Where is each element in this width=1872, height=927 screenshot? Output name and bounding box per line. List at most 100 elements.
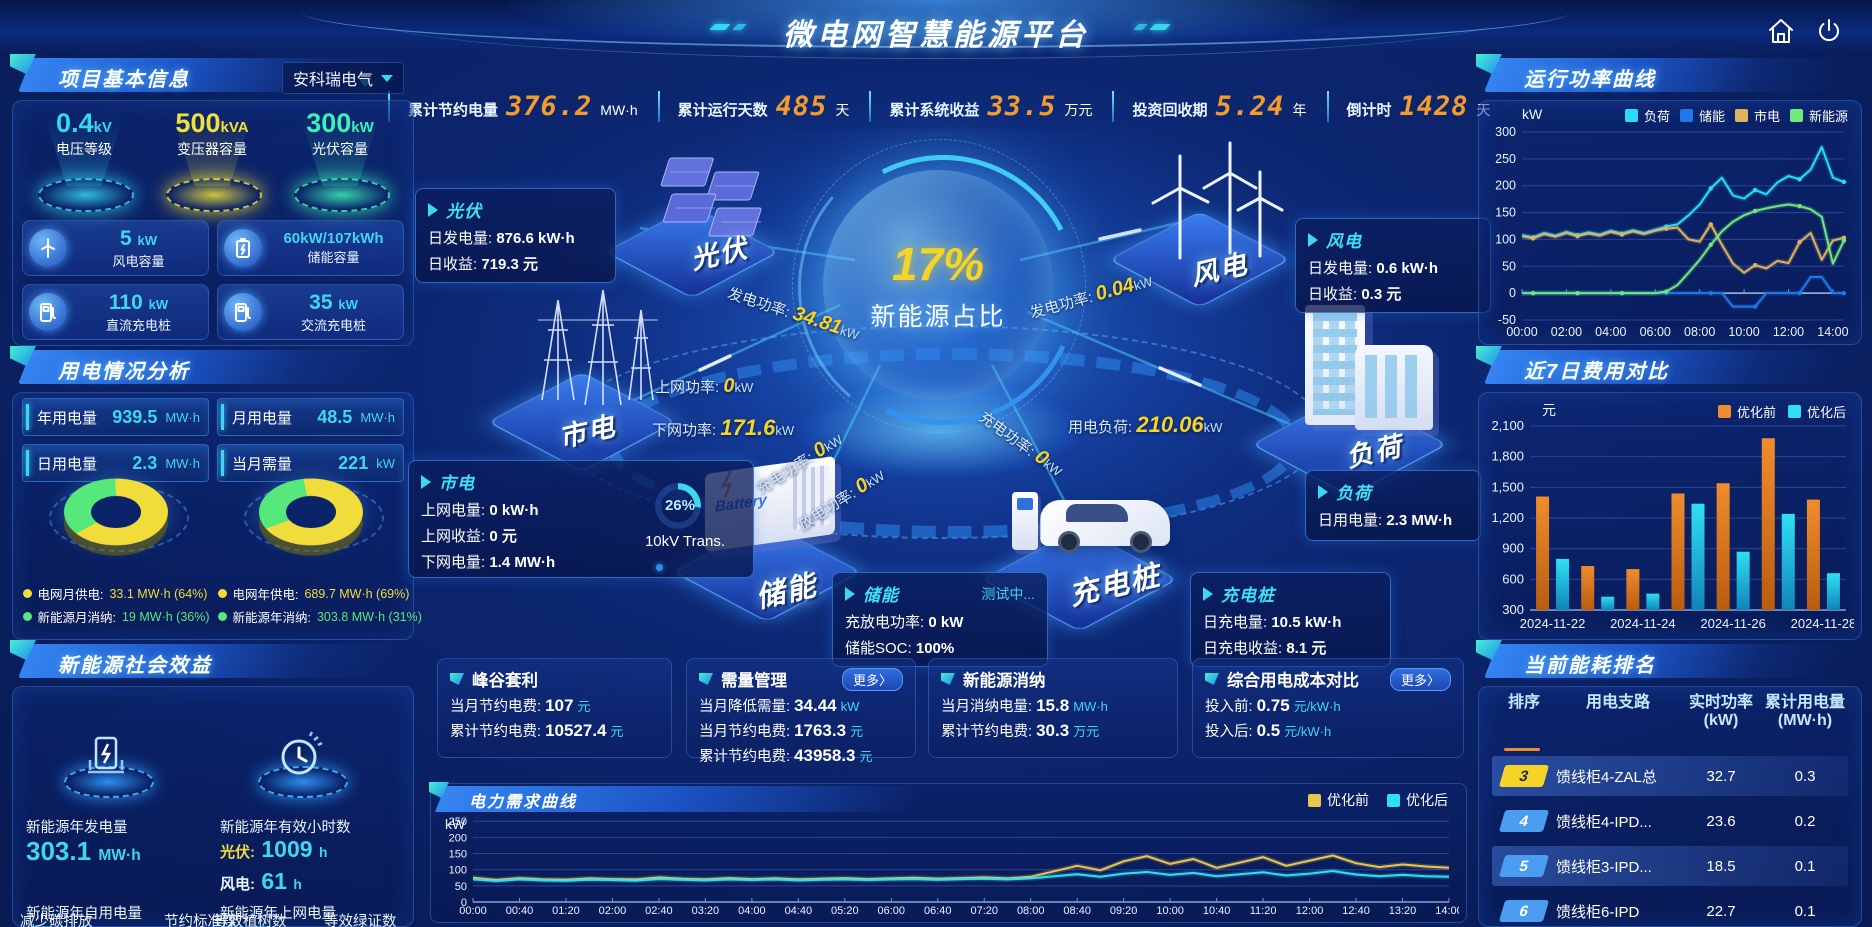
pedestal-disc [166,178,262,212]
svg-text:150: 150 [449,849,467,861]
svg-text:00:40: 00:40 [506,905,534,917]
rank-badge: 6 [1498,900,1550,922]
realtime-power: 22.7 [1706,902,1736,920]
panel-energy-ranking: 当前能耗排名 排序 用电支路 实时功率 (kW) 累计用电量 (MW·h) 3 馈线柜… [1476,640,1862,927]
svg-text:2024-11-26: 2024-11-26 [1700,616,1766,631]
y-axis-label: kW [1522,106,1543,122]
benefit-row: 累计节约电费: 10527.4 元 [450,721,624,740]
card-cost-compare: 综合用电成本对比 更多〉 投入前: 0.75 元/kW·h 投入后: 0.5 元/… [1192,658,1464,758]
svg-text:1,500: 1,500 [1491,479,1524,494]
donut-chart-year [258,478,363,546]
svg-text:11:20: 11:20 [1250,905,1277,917]
arrow-icon [845,586,855,601]
svg-text:1,200: 1,200 [1491,510,1524,525]
svg-text:2,100: 2,100 [1491,420,1524,433]
panel-title: 电力需求曲线 [469,794,578,811]
benefit-row: 投入后: 0.5 元/kW·h [1205,721,1332,740]
svg-text:12:00: 12:00 [1773,325,1804,339]
svg-text:04:00: 04:00 [738,905,766,917]
grid-info-box: 市电 上网电量: 0 kW·h 上网收益: 0 元 下网电量: 1.4 MW·h… [408,460,754,578]
pv-hours: 光伏: 1009 h [220,836,328,862]
self-use-label: 新能源年自用电量 [26,906,142,922]
legend-item: 储能 [1679,106,1725,125]
svg-text:100: 100 [1495,232,1516,246]
svg-text:10:40: 10:40 [1203,905,1231,917]
rank-badge: 4 [1498,810,1550,832]
total-energy: 0.1 [1794,902,1816,920]
benefit-row: 投入前: 0.75 元/kW·h [1205,696,1341,715]
company-dropdown[interactable]: 安科瑞电气 [281,62,404,94]
table-row[interactable]: 4 馈线柜4-IPD... 23.6 0.2 [1492,801,1848,841]
rank-badge: 3 [1498,765,1550,787]
svg-text:02:00: 02:00 [599,905,627,917]
more-button[interactable]: 更多〉 [1389,667,1451,691]
arrow-icon [1308,232,1318,247]
kpi-run-days: 累计运行天数 485 天 [657,90,870,122]
branch-name: 馈线柜4-IPD... [1556,813,1652,831]
stat-year-usage: 年用电量 939.5 MW·h [22,398,209,436]
svg-text:0: 0 [461,897,467,909]
branch-name: 馈线柜3-IPD... [1556,858,1652,876]
legend-item: 优化后 [1787,402,1846,421]
benefit-row: 当月节约电费: 107 元 [450,696,591,715]
generation-value: 303.1 MW·h [26,836,141,866]
svg-text:13:20: 13:20 [1389,905,1417,917]
social-benefit-body: 新能源年发电量 303.1 MW·h 新能源年有效小时数 光伏: 1009 h … [12,688,414,927]
flow-to-grid-power: 上网功率: 0kW [655,375,754,397]
total-energy: 0.1 [1794,857,1816,875]
legend-item: 市电 [1734,106,1780,125]
panel-title: 新能源社会效益 [58,655,212,677]
table-row[interactable]: 6 馈线柜6-IPD 22.7 0.1 [1492,891,1848,927]
svg-text:0: 0 [1509,286,1516,300]
svg-text:200: 200 [1495,179,1516,193]
legend-item: 优化后 [1387,790,1448,810]
kpi-bar: 累计节约电量 376.2 MW·h 累计运行天数 485 天 累计系统收益 33.5 万元 … [388,86,1491,126]
realtime-power: 32.7 [1706,767,1736,785]
col-rank: 排序 [1507,694,1540,711]
load-info-box: 负荷 日用电量: 2.3 MW·h [1305,470,1481,541]
benefit-row: 当月节约电费: 1763.3 元 [699,721,864,740]
home-icon[interactable] [1766,16,1796,46]
panel-power-analysis: 用电情况分析 年用电量 939.5 MW·h 月用电量 48.5 MW·h 日用电量 2.… [10,346,422,640]
scroll-indicator[interactable] [1504,748,1540,751]
svg-text:08:40: 08:40 [1063,905,1091,917]
capacity-pedestals: 0.4kV 电压等级 500kVA 变压器容量 300kW 光伏容量 [20,108,404,212]
legend-item: 优化前 [1308,790,1369,810]
trees-label: 等效植树数 [214,914,287,927]
coal-label: 节约标准煤 [164,914,237,927]
power-icon[interactable] [1814,16,1844,46]
microgrid-scene: 17% 新能源占比 光伏 [400,116,1491,667]
arrow-icon [1203,586,1213,601]
car-icon [1040,500,1170,553]
legend-swatch [1789,109,1803,122]
supply-donuts: 电网月供电: 33.1 MW·h (64%) 新能源月消纳: 19 MW·h (36… [18,446,422,628]
cost-compare-legend: 优化前 优化后 [1717,402,1846,421]
line-chart-svg: 0 50 100 150 200 250 00:00 00:40 01:20 02:00 02:40… [449,816,1463,917]
legend-swatch [1308,793,1321,807]
panel-project-info: 项目基本信息 安科瑞电气 0.4kV 电压等级 500kVA 变压器容量 300… [10,54,414,346]
legend-swatch [1734,109,1748,122]
card-renewable-consumption: 新能源消纳 当月消纳电量: 15.8 MW·h 累计节约电费: 30.3 万元 [928,658,1178,758]
svg-text:08:00: 08:00 [1684,325,1715,339]
donut-month-legend: 电网月供电: 33.1 MW·h (64%) 新能源月消纳: 19 MW·h (36… [22,580,210,626]
page-title: 微电网智慧能源平台 [783,19,1089,52]
table-row[interactable]: 5 馈线柜3-IPD... 18.5 0.1 [1492,846,1848,886]
svg-text:50: 50 [1502,259,1516,273]
power-curves-legend: 负荷 储能 市电 新能源 [1624,106,1848,125]
table-row[interactable]: 3 馈线柜4-ZAL总 32.7 0.3 [1492,756,1848,796]
pedestal-disc [38,178,134,212]
svg-text:02:40: 02:40 [645,905,673,917]
panel-social-benefit: 新能源社会效益 新能源年发电量 303.1 MW·h 新能源年有效小时数 光伏:… [10,640,414,927]
svg-text:04:40: 04:40 [785,905,813,917]
legend-swatch [1387,793,1400,807]
generation-label: 新能源年发电量 [26,820,128,836]
svg-text:05:20: 05:20 [831,905,859,917]
bar-chart-svg: 300 600 900 1,200 1,500 1,800 2,100 2024-11-22 2… [1491,418,1856,631]
panel-title: 用电情况分析 [58,361,190,383]
svg-text:250: 250 [1495,152,1516,166]
pv-info-box: 光伏 日发电量: 876.6 kW·h 日收益: 719.3 元 [415,188,616,283]
power-pylon-icon [538,289,658,406]
svg-text:00:00: 00:00 [459,905,487,917]
card-corner-icon [450,673,464,685]
more-button[interactable]: 更多〉 [841,667,903,691]
